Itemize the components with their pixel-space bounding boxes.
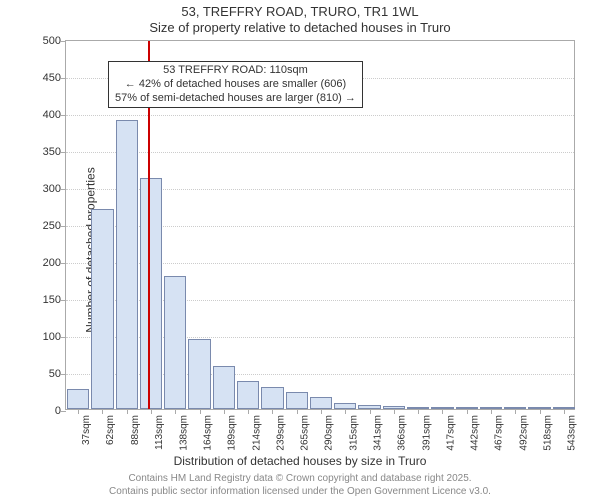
x-tick-label: 138sqm (178, 415, 189, 451)
x-tick-label: 214sqm (251, 415, 262, 451)
x-tick (102, 409, 103, 414)
x-tick (297, 409, 298, 414)
annotation-box: 53 TREFFRY ROAD: 110sqm← 42% of detached… (108, 61, 363, 108)
y-tick-label: 300 (43, 183, 66, 195)
gridline (66, 152, 574, 153)
x-tick (248, 409, 249, 414)
histogram-bar (213, 366, 235, 409)
annotation-line-1: 53 TREFFRY ROAD: 110sqm (115, 64, 356, 78)
y-tick-label: 450 (43, 72, 66, 84)
y-tick-label: 250 (43, 220, 66, 232)
x-tick (151, 409, 152, 414)
x-tick (127, 409, 128, 414)
x-tick (515, 409, 516, 414)
histogram-bar (237, 381, 259, 409)
x-tick-label: 62sqm (105, 415, 116, 445)
y-tick-label: 500 (43, 35, 66, 47)
histogram-bar (140, 178, 162, 409)
histogram-bar (310, 397, 332, 409)
x-tick-label: 239sqm (275, 415, 286, 451)
x-tick-label: 189sqm (227, 415, 238, 451)
x-tick-label: 442sqm (470, 415, 481, 451)
histogram-bar (286, 392, 308, 409)
gridline (66, 115, 574, 116)
x-tick-label: 315sqm (348, 415, 359, 451)
x-tick-label: 113sqm (154, 415, 165, 450)
chart-footer: Contains HM Land Registry data © Crown c… (0, 473, 600, 498)
x-tick (467, 409, 468, 414)
x-tick-label: 543sqm (567, 415, 578, 451)
x-tick (418, 409, 419, 414)
x-tick (321, 409, 322, 414)
x-tick (491, 409, 492, 414)
chart-subtitle: Size of property relative to detached ho… (0, 20, 600, 35)
x-axis-label: Distribution of detached houses by size … (0, 454, 600, 468)
histogram-bar (261, 387, 283, 409)
histogram-bar (116, 120, 138, 409)
x-tick-label: 290sqm (324, 415, 335, 451)
x-tick (540, 409, 541, 414)
x-tick-label: 164sqm (203, 415, 214, 451)
x-tick (224, 409, 225, 414)
x-tick (442, 409, 443, 414)
histogram-bar (91, 209, 113, 409)
y-tick-label: 350 (43, 146, 66, 158)
y-tick-label: 100 (43, 331, 66, 343)
y-tick-label: 0 (55, 405, 66, 417)
histogram-bar (188, 339, 210, 409)
footer-line-1: Contains HM Land Registry data © Crown c… (0, 473, 600, 486)
x-tick-label: 467sqm (494, 415, 505, 451)
annotation-line-3: 57% of semi-detached houses are larger (… (115, 92, 356, 106)
x-tick-label: 492sqm (518, 415, 529, 451)
x-tick-label: 341sqm (373, 415, 384, 451)
plot-area: 05010015020025030035040045050037sqm62sqm… (65, 40, 575, 410)
footer-line-2: Contains public sector information licen… (0, 486, 600, 499)
y-tick-label: 150 (43, 294, 66, 306)
x-tick-label: 391sqm (421, 415, 432, 451)
x-tick (564, 409, 565, 414)
y-tick-label: 50 (49, 368, 66, 380)
x-tick (394, 409, 395, 414)
x-tick (175, 409, 176, 414)
x-tick (78, 409, 79, 414)
x-tick (272, 409, 273, 414)
y-tick-label: 200 (43, 257, 66, 269)
annotation-line-2: ← 42% of detached houses are smaller (60… (115, 78, 356, 92)
x-tick-label: 417sqm (445, 415, 456, 451)
x-tick-label: 88sqm (130, 415, 141, 445)
x-tick-label: 37sqm (81, 415, 92, 445)
x-tick (345, 409, 346, 414)
y-tick-label: 400 (43, 109, 66, 121)
histogram-bar (164, 276, 186, 409)
x-tick-label: 518sqm (543, 415, 554, 451)
histogram-bar (67, 389, 89, 409)
chart-title: 53, TREFFRY ROAD, TRURO, TR1 1WL (0, 4, 600, 19)
x-tick (200, 409, 201, 414)
x-tick-label: 366sqm (397, 415, 408, 451)
x-tick (370, 409, 371, 414)
x-tick-label: 265sqm (300, 415, 311, 451)
